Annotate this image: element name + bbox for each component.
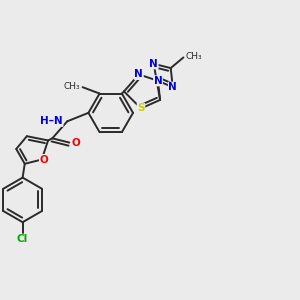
Text: CH₃: CH₃: [186, 52, 202, 61]
Text: Cl: Cl: [17, 234, 28, 244]
Text: S: S: [137, 103, 145, 113]
Text: CH₃: CH₃: [64, 82, 80, 91]
Text: N: N: [168, 82, 177, 92]
Text: O: O: [71, 138, 80, 148]
Text: H–N: H–N: [40, 116, 63, 126]
Text: N: N: [134, 69, 143, 80]
Text: O: O: [40, 154, 48, 165]
Text: N: N: [154, 76, 162, 86]
Text: N: N: [149, 59, 158, 69]
